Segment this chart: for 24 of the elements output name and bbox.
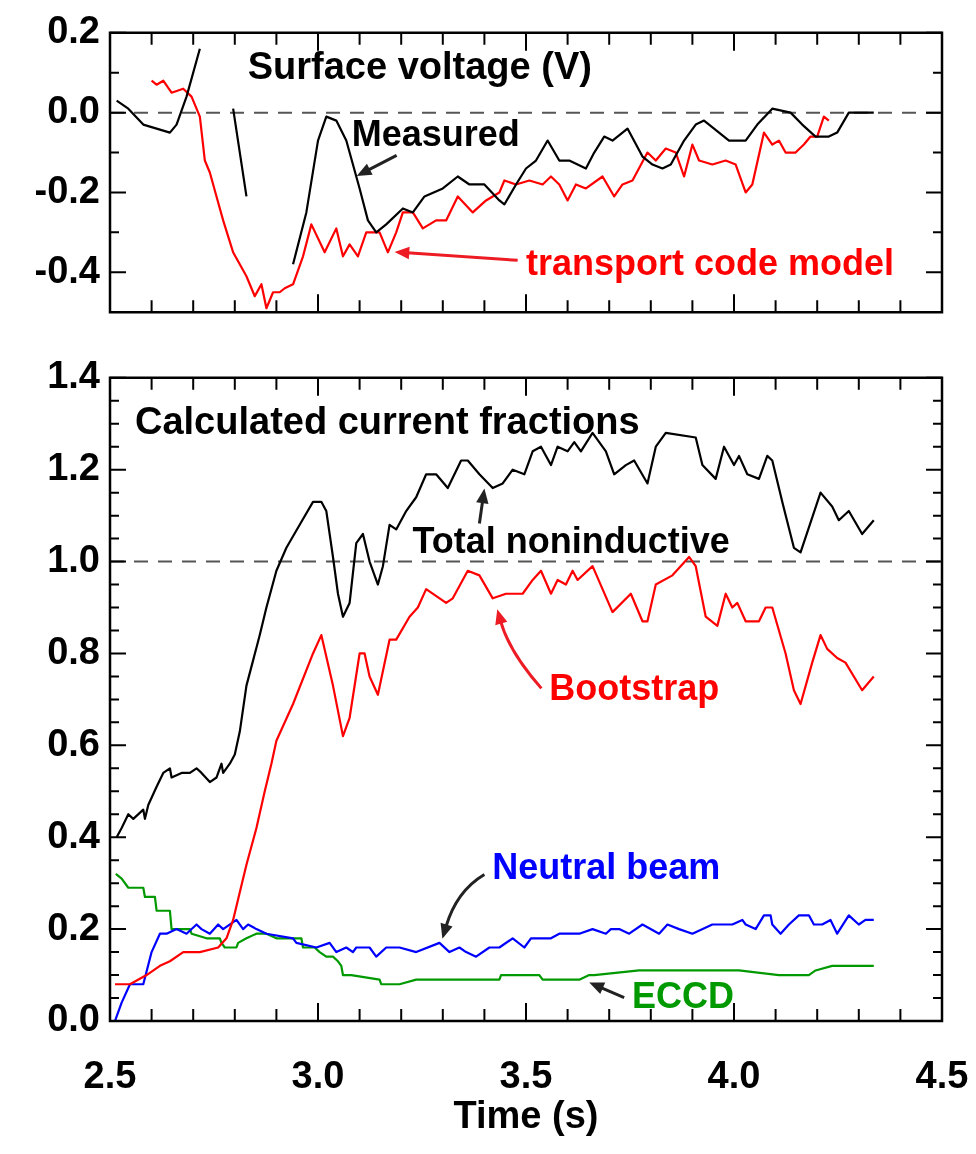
y-tick-label: -0.2 [34, 168, 100, 211]
chart-title: Surface voltage (V) [247, 44, 592, 87]
series-label: Measured [351, 112, 520, 154]
y-tick-label: 0.2 [47, 905, 100, 948]
series-label: Total noninductive [412, 520, 730, 562]
y-tick-label: 0.8 [47, 629, 100, 672]
x-tick-label: 4.0 [707, 1054, 761, 1097]
series-label: ECCD [632, 975, 735, 1017]
x-tick-label: 3.0 [291, 1054, 345, 1097]
y-tick-label: 0.2 [47, 9, 100, 52]
y-tick-label: 0.0 [47, 89, 100, 132]
series-label: transport code model [526, 242, 895, 284]
y-tick-label: 0.0 [47, 997, 100, 1040]
y-tick-label: 1.2 [47, 446, 100, 489]
y-tick-label: -0.4 [34, 248, 100, 291]
x-tick-label: 4.5 [915, 1054, 969, 1097]
y-tick-label: 0.6 [47, 721, 100, 764]
y-tick-label: 0.4 [47, 813, 100, 856]
series-label: Neutral beam [492, 846, 721, 888]
text: Calculated current fractions [134, 400, 640, 443]
x-tick-label: 2.5 [83, 1054, 137, 1097]
series-label: Bootstrap [549, 667, 720, 709]
y-tick-label: 1.0 [47, 538, 100, 581]
y-tick-label: 1.4 [47, 354, 100, 397]
